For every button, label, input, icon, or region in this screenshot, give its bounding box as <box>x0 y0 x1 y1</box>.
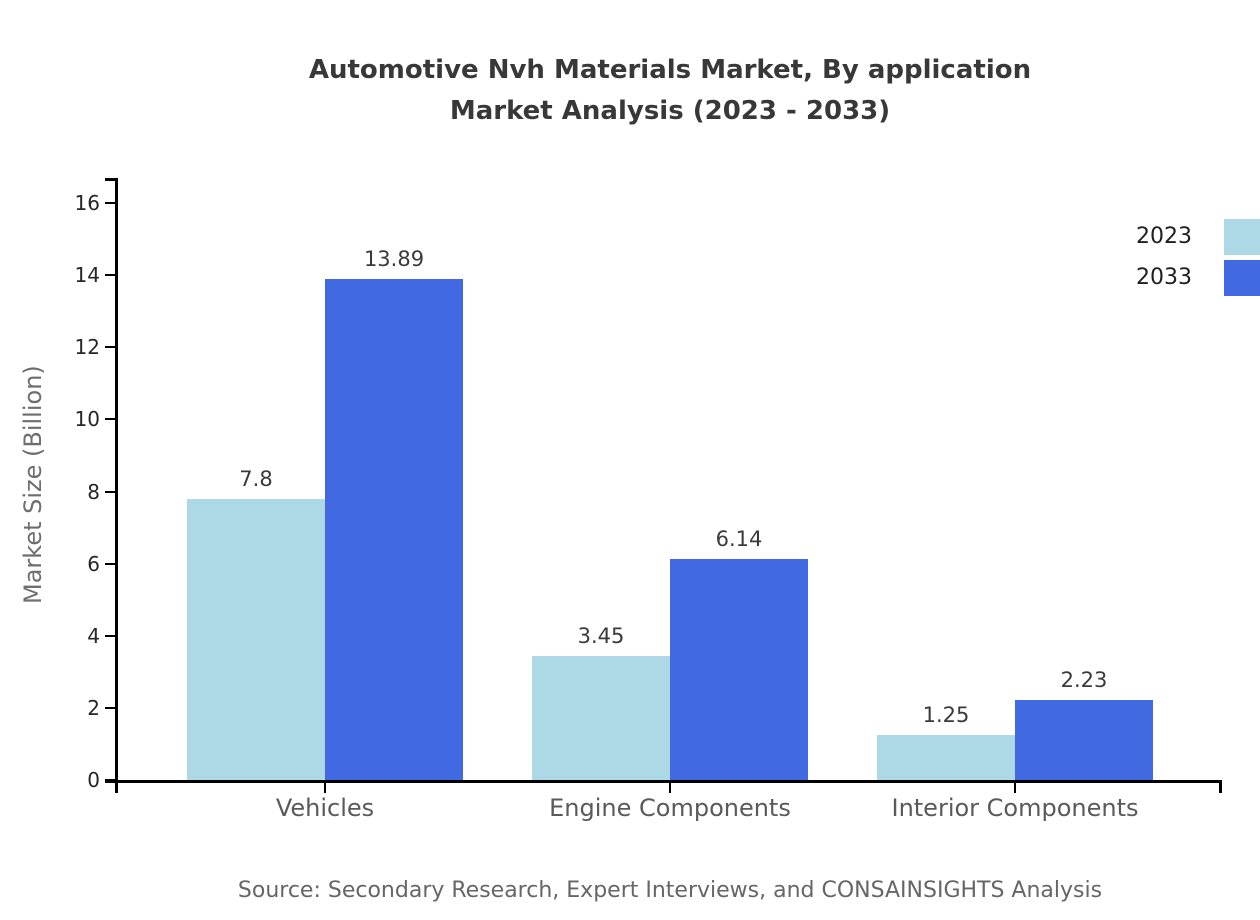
x-axis-end-tick <box>1219 780 1222 793</box>
y-tick-label: 16 <box>74 191 100 215</box>
y-tick-label: 2 <box>87 695 100 720</box>
chart-title-line2: Market Analysis (2023 - 2033) <box>449 96 891 126</box>
y-tick-mark <box>105 634 118 637</box>
bar-2033-engine-components <box>670 558 808 780</box>
bar-2033-interior-components <box>1015 699 1153 780</box>
category-label: Interior Components <box>891 794 1139 822</box>
chart-title: Automotive Nvh Materials Market, By appl… <box>118 50 1222 132</box>
bar-value-label: 7.8 <box>239 466 273 491</box>
category-label: Vehicles <box>275 794 375 822</box>
y-tick-label: 4 <box>87 623 100 648</box>
bar-value-label: 13.89 <box>363 247 425 272</box>
source-note: Source: Secondary Research, Expert Inter… <box>237 878 1103 903</box>
y-tick-label: 14 <box>74 263 100 288</box>
x-axis-line <box>105 780 1222 783</box>
y-tick-label: 10 <box>74 407 100 432</box>
y-tick-mark <box>105 202 118 204</box>
x-tick-mark <box>669 780 671 793</box>
y-tick-mark <box>105 779 118 781</box>
bar-value-label: 1.25 <box>922 702 970 727</box>
y-tick-label: 0 <box>87 768 100 792</box>
bar-2023-interior-components <box>877 734 1015 780</box>
y-tick-mark <box>105 490 118 493</box>
bar-2023-engine-components <box>532 655 670 780</box>
x-tick-mark <box>1014 780 1016 793</box>
bar-2023-vehicles <box>187 498 325 780</box>
y-tick-mark <box>105 418 118 421</box>
y-tick-label: 12 <box>74 335 100 360</box>
chart-title-line1: Automotive Nvh Materials Market, By appl… <box>308 55 1032 85</box>
bar-value-label: 6.14 <box>715 526 763 551</box>
y-axis-top-cap-tick <box>105 178 118 181</box>
y-axis-line <box>115 178 118 793</box>
bar-value-label: 3.45 <box>577 623 625 648</box>
category-label: Engine Components <box>549 794 791 822</box>
x-tick-mark <box>324 780 326 793</box>
y-tick-label: 6 <box>87 551 100 576</box>
y-tick-mark <box>105 274 118 277</box>
y-tick-mark <box>105 562 118 565</box>
y-tick-label: 8 <box>87 479 100 504</box>
y-tick-mark <box>105 346 118 349</box>
bar-2033-vehicles <box>325 279 463 780</box>
bar-value-label: 2.23 <box>1060 667 1108 692</box>
y-tick-mark <box>105 706 118 709</box>
